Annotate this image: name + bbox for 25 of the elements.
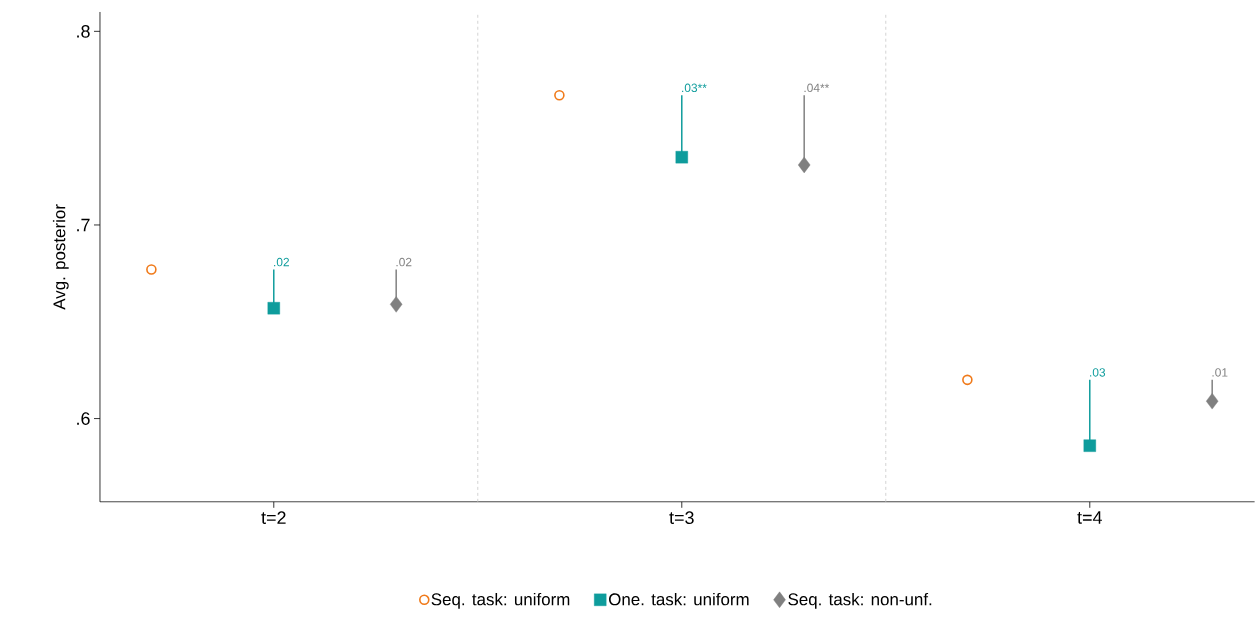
annotation: .03**: [682, 83, 707, 93]
x-tick-label: t=4: [1077, 511, 1102, 524]
point: [146, 264, 157, 275]
legend-label: One. task: uniform: [609, 593, 749, 606]
x-tick-label: t=3: [669, 511, 694, 525]
point: [390, 296, 403, 313]
annotation: .01: [1212, 368, 1228, 377]
point: [675, 151, 688, 164]
y-tick-label: .8: [77, 25, 90, 38]
point: [267, 302, 280, 315]
point: [554, 90, 565, 101]
x-tick-label: t=2: [261, 511, 286, 525]
y-tick-label: .6: [77, 412, 90, 426]
point: [962, 374, 973, 386]
annotation: .03: [1090, 368, 1106, 377]
annotation: .02: [274, 257, 289, 267]
point: [1083, 439, 1096, 452]
point: [798, 156, 811, 174]
legend-label: Seq. task: uniform: [431, 593, 570, 609]
annotation: .04**: [804, 83, 830, 93]
y-tick-label: .7: [77, 218, 90, 232]
annotation: .02: [396, 257, 412, 267]
legend-label: Seq. task: non-unf.: [788, 593, 932, 609]
point: [1206, 393, 1219, 410]
y-axis-title: Avg. posterior: [52, 204, 69, 310]
